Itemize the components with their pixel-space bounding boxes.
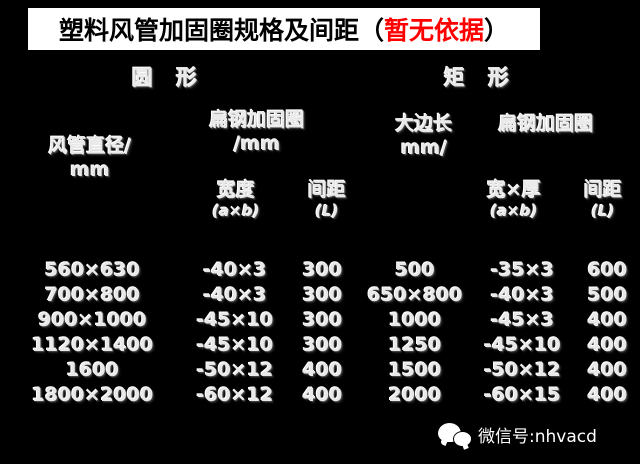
pitch-rect-label: 间距 — [583, 179, 622, 201]
flat-ring-circ-line1: 扁钢加固圈 — [209, 109, 305, 131]
cell-big-side: 500 — [395, 259, 435, 281]
big-side-line1: 大边长 — [395, 113, 453, 135]
column-header-pitch-circular: 间距 (L) — [284, 178, 370, 222]
cell-pitch-circular: 400 — [302, 384, 343, 406]
column-header-width-circular: 宽度 (a×b) — [176, 178, 296, 222]
table-row: 1600 -50×12 400 1500 -50×12 400 — [0, 358, 640, 383]
cell-big-side: 1250 — [388, 334, 442, 356]
cell-width-rectangular: -50×12 — [484, 359, 561, 381]
cell-duct-diameter: 1800×2000 — [31, 384, 154, 406]
cell-width-rectangular: -45×3 — [490, 309, 555, 331]
cell-width-circular: -45×10 — [196, 334, 274, 356]
cell-duct-diameter: 1600 — [66, 359, 119, 381]
column-header-duct-diameter: 风管直径/ mm — [14, 134, 166, 183]
cell-width-rectangular: -35×3 — [490, 259, 555, 281]
cell-duct-diameter: 700×800 — [44, 284, 141, 306]
column-header-flat-ring-rectangular: 扁钢加固圈 — [466, 112, 626, 136]
cell-pitch-circular: 300 — [302, 309, 343, 331]
width-rect-symbol: (a×b) — [490, 202, 538, 221]
column-header-width-thickness-rect: 宽×厚 (a×b) — [456, 178, 572, 222]
cell-big-side: 1500 — [388, 359, 442, 381]
cell-big-side: 2000 — [388, 384, 442, 406]
cell-width-rectangular: -60×15 — [484, 384, 561, 406]
cell-pitch-rectangular: 400 — [587, 384, 628, 406]
column-header-big-side: 大边长 mm/ — [356, 112, 492, 161]
cell-pitch-rectangular: 600 — [587, 259, 628, 281]
pitch-rect-symbol: (L) — [591, 202, 615, 221]
table-row: 700×800 -40×3 300 650×800 -40×3 500 — [0, 283, 640, 308]
cell-pitch-circular: 300 — [302, 334, 343, 356]
cell-duct-diameter: 900×1000 — [38, 309, 147, 331]
title-main: 塑料风管加固圈规格及间距（ — [58, 16, 384, 45]
title-warning: 暂无依据 — [383, 16, 484, 45]
cell-big-side: 650×800 — [367, 284, 463, 306]
cell-width-circular: -40×3 — [203, 259, 267, 281]
cell-pitch-circular: 400 — [302, 359, 343, 381]
cell-pitch-circular: 300 — [302, 284, 343, 306]
wechat-bubble-small — [453, 430, 472, 447]
cell-duct-diameter: 1120×1400 — [31, 334, 154, 356]
table-row: 900×1000 -45×10 300 1000 -45×3 400 — [0, 308, 640, 333]
pitch-circ-symbol: (L) — [315, 202, 339, 221]
flat-ring-rect-line1: 扁钢加固圈 — [498, 113, 594, 135]
group-header-circular: 圆 形 — [132, 66, 206, 90]
cell-big-side: 1000 — [388, 309, 442, 331]
cell-pitch-rectangular: 400 — [587, 334, 628, 356]
title-bar: 塑料风管加固圈规格及间距（暂无依据） — [28, 8, 540, 50]
table-row: 560×630 -40×3 300 500 -35×3 600 — [0, 258, 640, 283]
width-circ-symbol: (a×b) — [212, 202, 260, 221]
big-side-line2: mm/ — [400, 137, 448, 160]
spec-table-body: 560×630 -40×3 300 500 -35×3 600 700×800 -40×3 30… — [0, 258, 640, 408]
spec-table: 560×630 -40×3 300 500 -35×3 600 700×800 -40×3 30… — [0, 258, 640, 408]
cell-pitch-circular: 300 — [302, 259, 343, 281]
cell-width-rectangular: -40×3 — [490, 284, 555, 306]
cell-width-circular: -50×12 — [196, 359, 274, 381]
pitch-circ-label: 间距 — [307, 179, 346, 201]
column-header-pitch-rectangular: 间距 (L) — [566, 178, 640, 222]
table-row: 1800×2000 -60×12 400 2000 -60×15 400 — [0, 383, 640, 408]
cell-pitch-rectangular: 500 — [587, 284, 628, 306]
page-title: 塑料风管加固圈规格及间距（暂无依据） — [59, 11, 509, 47]
duct-diameter-line1: 风管直径/ — [48, 135, 132, 157]
flat-ring-circ-line2: /mm — [233, 133, 281, 156]
watermark: 微信号:nhvacd — [438, 422, 597, 447]
duct-diameter-line2: mm — [70, 159, 110, 182]
table-row: 1120×1400 -45×10 300 1250 -45×10 400 — [0, 333, 640, 358]
cell-pitch-rectangular: 400 — [587, 309, 628, 331]
width-circ-label: 宽度 — [216, 179, 255, 201]
cell-width-circular: -60×12 — [196, 384, 274, 406]
width-rect-label: 宽×厚 — [487, 179, 541, 201]
title-tail: ） — [484, 16, 510, 45]
cell-width-rectangular: -45×10 — [484, 334, 561, 356]
group-header-rectangular: 矩 形 — [444, 66, 518, 90]
wechat-icon — [438, 422, 472, 447]
watermark-text: 微信号:nhvacd — [478, 427, 597, 447]
column-header-flat-ring-circular: 扁钢加固圈 /mm — [178, 108, 336, 157]
cell-width-circular: -45×10 — [196, 309, 274, 331]
cell-pitch-rectangular: 400 — [587, 359, 628, 381]
cell-duct-diameter: 560×630 — [44, 259, 141, 281]
cell-width-circular: -40×3 — [203, 284, 267, 306]
